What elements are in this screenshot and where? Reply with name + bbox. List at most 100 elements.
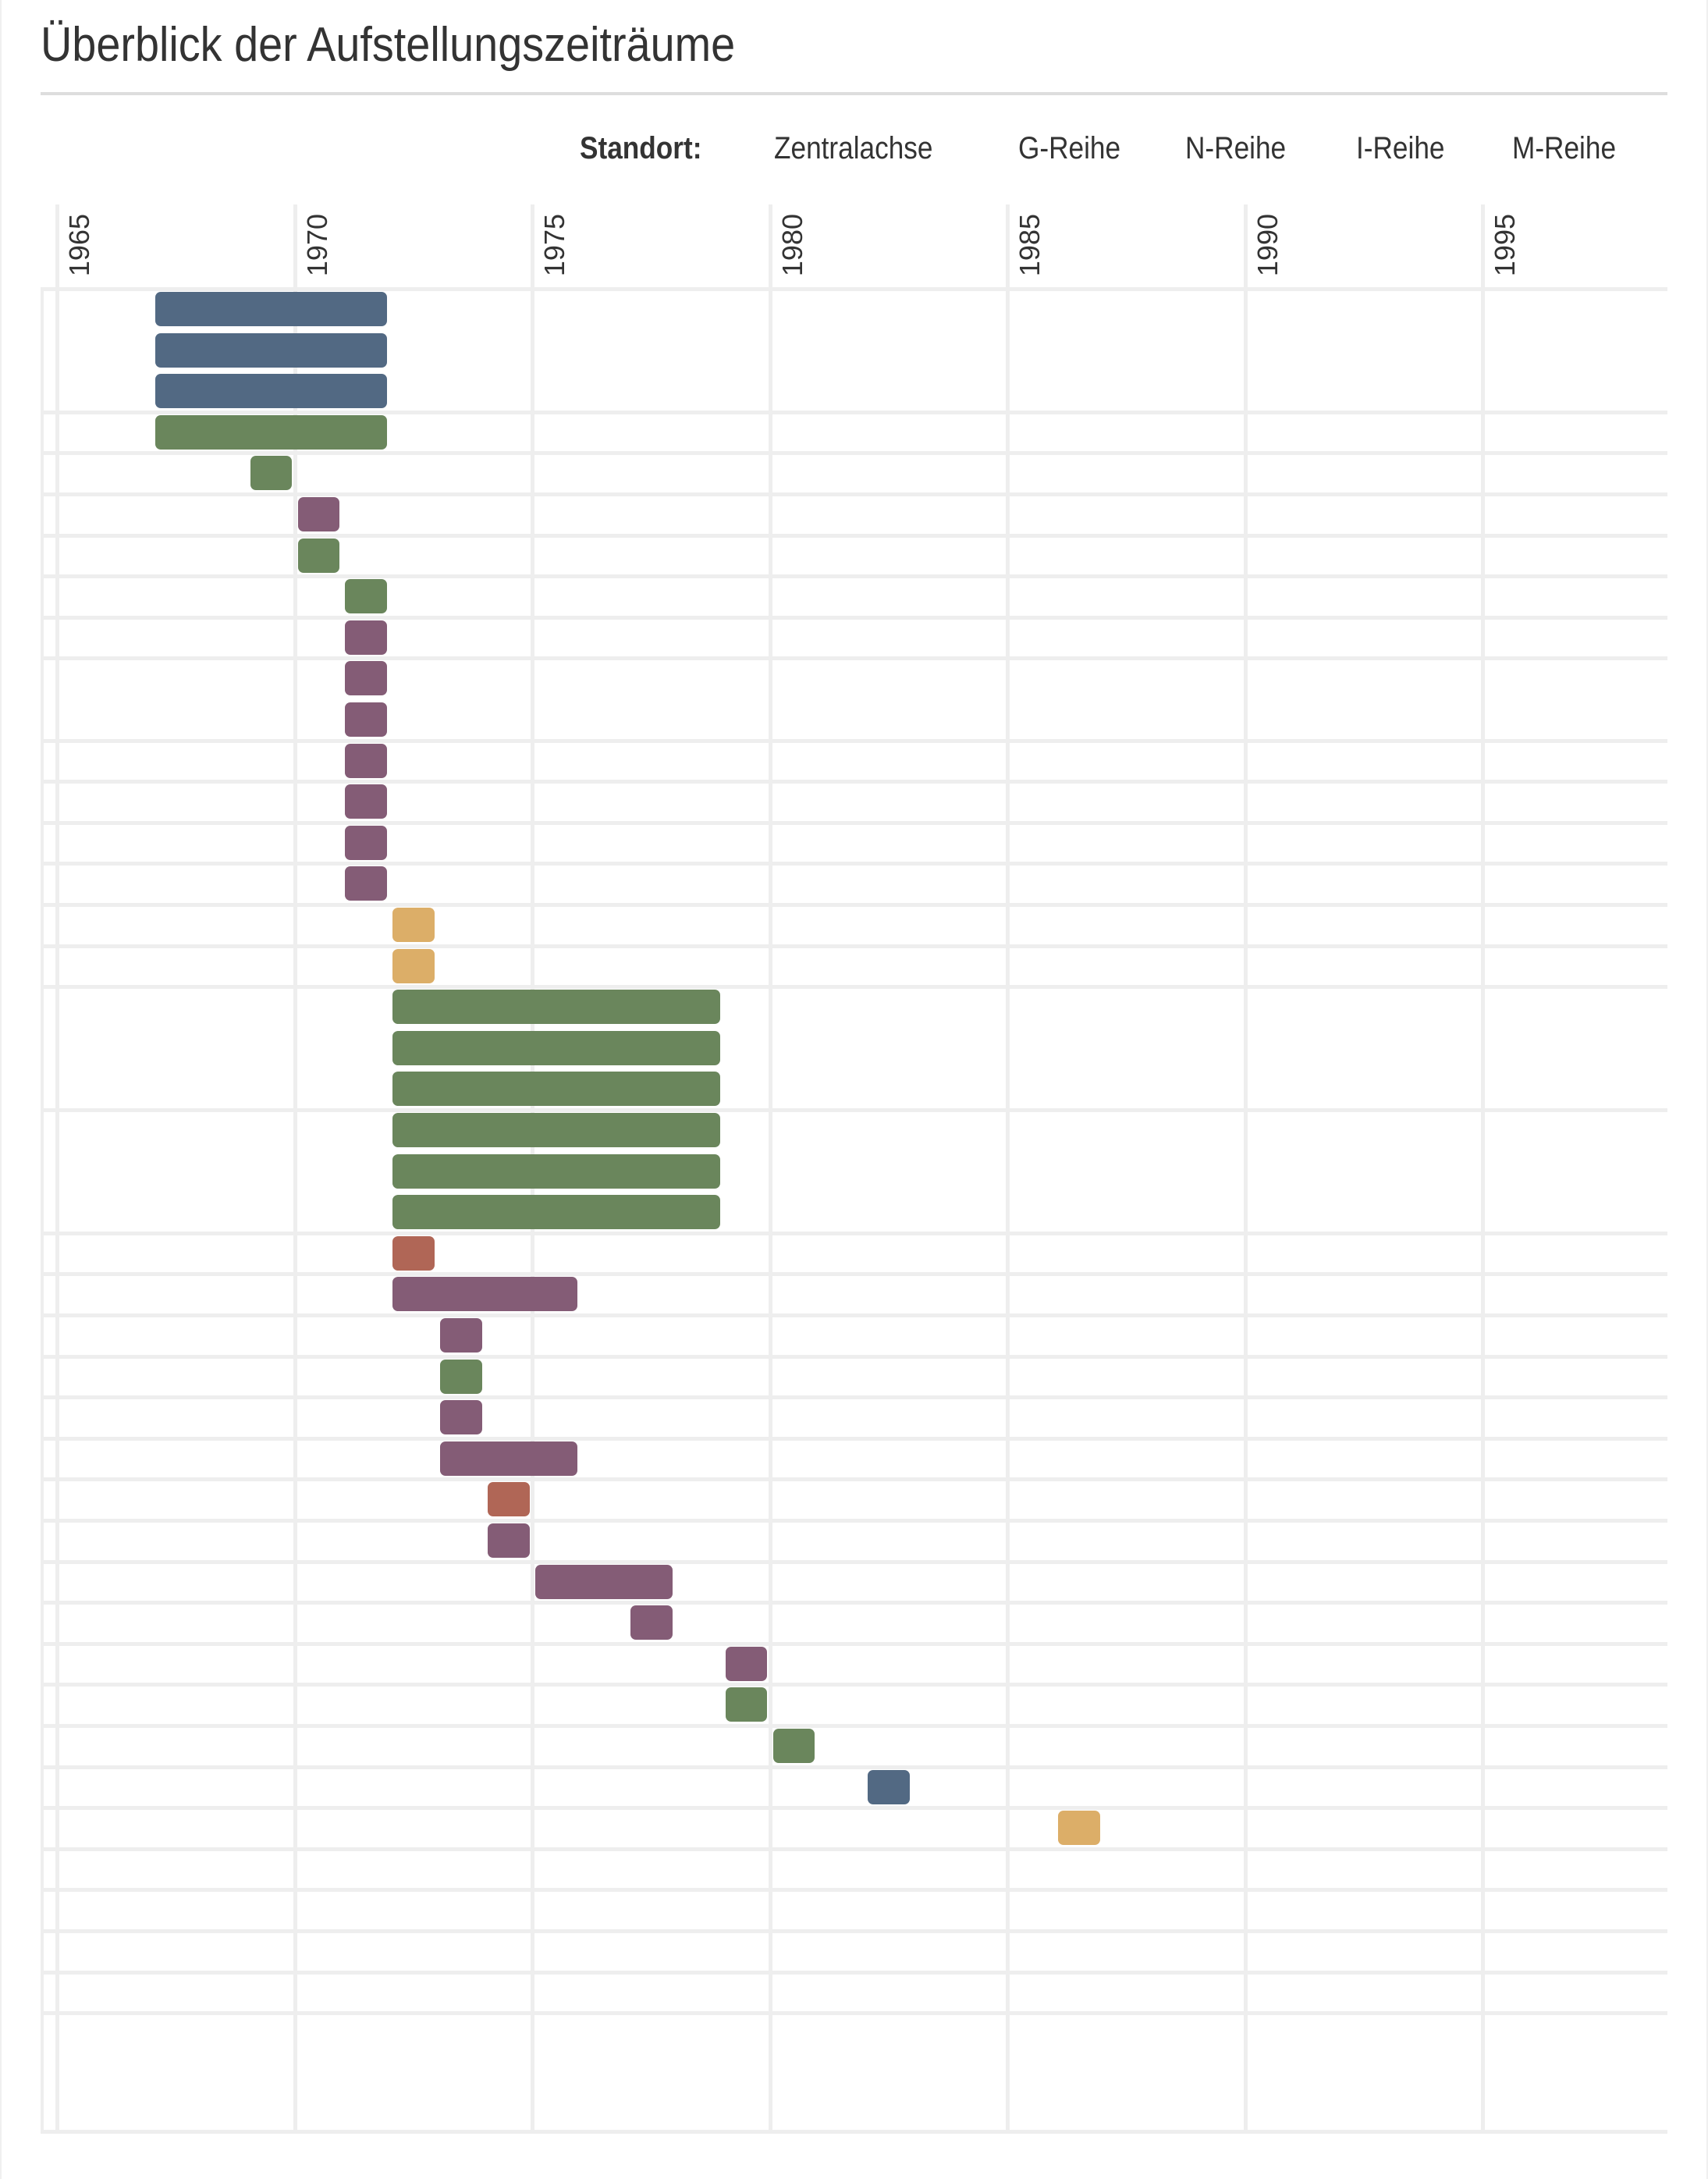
bar-row-14[interactable]: [345, 825, 388, 860]
tick-label-1975: 1975: [538, 214, 570, 277]
row-separator: [41, 944, 1667, 948]
bar-row-11[interactable]: [345, 702, 388, 737]
bar-row-29[interactable]: [440, 1441, 577, 1476]
title-divider: [41, 92, 1667, 95]
row-separator: [41, 533, 1667, 538]
row-separator: [41, 1108, 1667, 1112]
row-separator: [41, 1272, 1667, 1277]
bar-row-12[interactable]: [345, 743, 388, 778]
bar-row-30[interactable]: [488, 1482, 530, 1517]
bar-row-15[interactable]: [345, 866, 388, 901]
row-separator: [41, 574, 1667, 579]
bar-row-27[interactable]: [440, 1359, 483, 1394]
page-frame-right: [1706, 0, 1708, 2179]
tick-label-1985: 1985: [1014, 214, 1046, 277]
bar-row-5[interactable]: [250, 456, 293, 491]
tick-label-1990: 1990: [1251, 214, 1284, 277]
bar-row-2[interactable]: [154, 332, 388, 368]
gridline-1970: [293, 204, 297, 2134]
gridline-1965: [55, 204, 59, 2134]
row-separator: [41, 738, 1667, 743]
row-separator: [41, 1436, 1667, 1441]
bar-row-32[interactable]: [535, 1564, 673, 1599]
plot-left-border: [41, 289, 44, 2134]
bar-row-21[interactable]: [392, 1113, 720, 1147]
bar-row-8[interactable]: [345, 579, 388, 614]
gridline-1990: [1243, 204, 1248, 2134]
row-separator: [41, 1765, 1667, 1769]
row-separator: [41, 656, 1667, 661]
gridline-1985: [1006, 204, 1010, 2134]
row-separator: [41, 615, 1667, 620]
bar-row-23[interactable]: [392, 1195, 720, 1230]
legend-title: Standort:: [580, 131, 702, 165]
bar-row-10[interactable]: [345, 661, 388, 696]
row-separator: [41, 1519, 1667, 1523]
legend-item-g-reihe[interactable]: G-Reihe: [1018, 131, 1121, 165]
row-separator: [41, 903, 1667, 907]
legend-item-n-reihe[interactable]: N-Reihe: [1185, 131, 1287, 165]
bar-row-3[interactable]: [154, 374, 388, 409]
bar-row-28[interactable]: [440, 1400, 483, 1435]
row-separator: [41, 1888, 1667, 1893]
row-separator: [41, 1559, 1667, 1564]
row-separator: [41, 1806, 1667, 1811]
row-separator: [41, 492, 1667, 496]
bar-row-20[interactable]: [392, 1072, 720, 1107]
row-separator: [41, 1641, 1667, 1646]
row-separator: [41, 1231, 1667, 1235]
bar-row-7[interactable]: [297, 538, 340, 573]
row-separator: [41, 1683, 1667, 1687]
row-separator: [41, 1724, 1667, 1728]
bar-row-22[interactable]: [392, 1153, 720, 1189]
row-separator: [41, 985, 1667, 990]
bar-row-16[interactable]: [392, 908, 435, 942]
tick-label-1980: 1980: [776, 214, 808, 277]
row-separator: [41, 1354, 1667, 1359]
row-separator: [41, 1970, 1667, 1975]
bar-row-6[interactable]: [297, 497, 340, 531]
plot-bottom-border: [41, 2130, 1667, 2134]
row-separator: [41, 1395, 1667, 1400]
row-separator: [41, 2011, 1667, 2016]
gridline-1980: [768, 204, 772, 2134]
bar-row-38[interactable]: [1057, 1811, 1100, 1846]
row-separator: [41, 820, 1667, 825]
bar-row-26[interactable]: [440, 1318, 483, 1353]
bar-row-36[interactable]: [772, 1729, 815, 1763]
bar-row-4[interactable]: [154, 414, 388, 450]
bar-row-31[interactable]: [488, 1523, 530, 1558]
bar-row-13[interactable]: [345, 784, 388, 819]
row-separator: [41, 287, 1667, 291]
chart-title: Überblick der Aufstellungszeiträume: [41, 18, 736, 72]
bar-row-34[interactable]: [725, 1646, 768, 1681]
legend-item-i-reihe[interactable]: I-Reihe: [1356, 131, 1445, 165]
legend-item-zentralachse[interactable]: Zentralachse: [774, 131, 933, 165]
gridline-1995: [1481, 204, 1485, 2134]
bar-row-37[interactable]: [868, 1769, 911, 1804]
legend-item-m-reihe[interactable]: M-Reihe: [1512, 131, 1617, 165]
bar-row-24[interactable]: [392, 1235, 435, 1271]
row-separator: [41, 1477, 1667, 1482]
row-separator: [41, 1601, 1667, 1605]
bar-row-33[interactable]: [630, 1605, 673, 1640]
page-frame-left: [0, 0, 2, 2179]
bar-row-19[interactable]: [392, 1030, 720, 1065]
tick-label-1970: 1970: [300, 214, 333, 277]
tick-label-1995: 1995: [1489, 214, 1521, 277]
row-separator: [41, 410, 1667, 414]
bar-row-17[interactable]: [392, 948, 435, 983]
row-separator: [41, 1929, 1667, 1933]
bar-row-18[interactable]: [392, 990, 720, 1025]
tick-label-1965: 1965: [63, 214, 95, 277]
bar-row-35[interactable]: [725, 1687, 768, 1722]
legend: Standort: Zentralachse G-Reihe N-Reihe I…: [0, 131, 1708, 170]
row-separator: [41, 780, 1667, 784]
bar-row-9[interactable]: [345, 620, 388, 655]
row-separator: [41, 451, 1667, 456]
row-separator: [41, 1313, 1667, 1317]
bar-row-1[interactable]: [154, 292, 388, 326]
row-separator: [41, 1847, 1667, 1851]
gantt-chart: 1965 1970 1975 1980 1985 1990 1995: [41, 204, 1667, 2134]
bar-row-25[interactable]: [392, 1277, 577, 1312]
